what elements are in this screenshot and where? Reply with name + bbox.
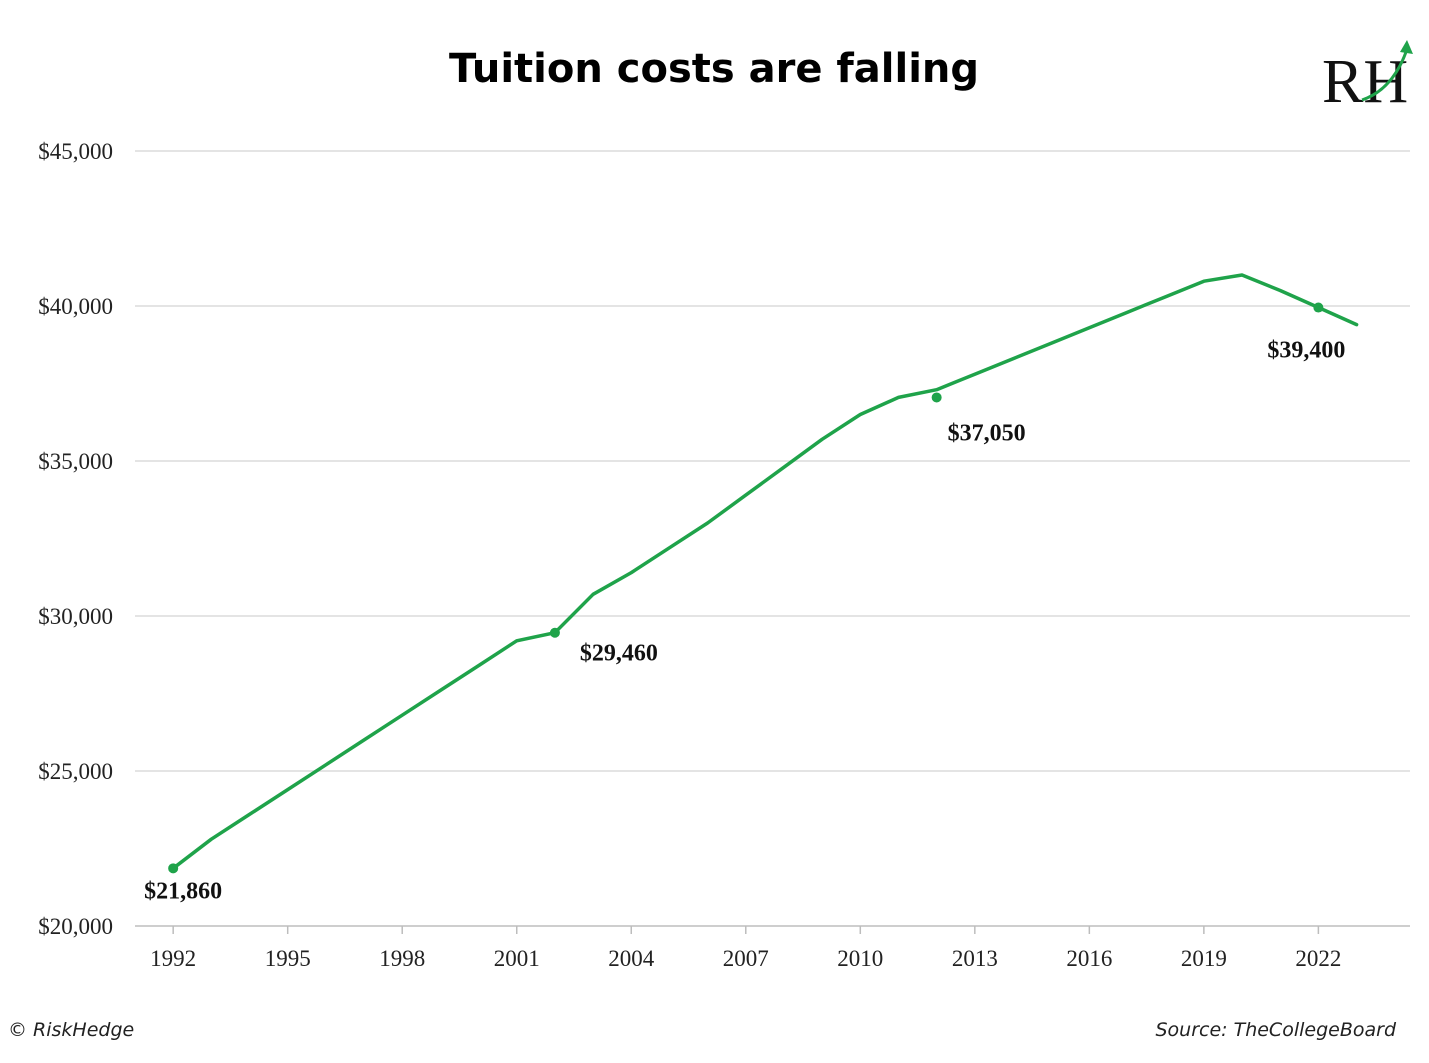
logo-text: RH xyxy=(1322,48,1408,116)
x-tick-label: 1992 xyxy=(150,946,196,971)
x-tick-label: 1998 xyxy=(379,946,425,971)
logo-arrow-icon xyxy=(1361,51,1408,102)
data-point xyxy=(1313,302,1324,313)
rh-logo: RH xyxy=(1322,40,1413,116)
data-label: $21,860 xyxy=(144,878,222,904)
x-tick-label: 2013 xyxy=(952,946,998,971)
y-tick-label: $20,000 xyxy=(38,914,113,939)
y-tick-label: $35,000 xyxy=(38,449,113,474)
data-label: $37,050 xyxy=(948,420,1026,446)
x-tick-label: 1995 xyxy=(265,946,311,971)
x-tick-label: 2010 xyxy=(837,946,883,971)
y-tick-label: $25,000 xyxy=(38,759,113,784)
x-tick-label: 2004 xyxy=(608,946,655,971)
data-label: $39,400 xyxy=(1267,338,1345,364)
x-tick-label: 2001 xyxy=(494,946,540,971)
series-layer xyxy=(168,273,1359,874)
x-axis: 1992 1995 1998 2001 2004 2007 2010 2013 2016 2019… xyxy=(135,925,1410,971)
y-tick-label: $40,000 xyxy=(38,294,113,319)
data-label: $29,460 xyxy=(580,641,658,667)
x-tick-label: 2019 xyxy=(1181,946,1227,971)
logo-arrowhead-icon xyxy=(1400,40,1413,54)
data-point xyxy=(168,863,179,874)
x-tick-label: 2007 xyxy=(723,946,769,971)
source-text: Source: TheCollegeBoard xyxy=(1155,1019,1396,1041)
grid-lines xyxy=(135,150,1410,772)
data-point xyxy=(931,392,942,403)
x-tick-label: 2022 xyxy=(1295,946,1341,971)
y-tick-label: $30,000 xyxy=(38,604,113,629)
x-tick-label: 2016 xyxy=(1066,946,1112,971)
credit-text: © RiskHedge xyxy=(8,1019,134,1041)
series-line xyxy=(171,273,1359,871)
data-labels: $21,860 $29,460 $37,050 $39,400 xyxy=(144,338,1345,905)
y-tick-label: $45,000 xyxy=(38,139,113,164)
chart-title: Tuition costs are falling xyxy=(449,46,979,92)
data-point xyxy=(549,627,560,638)
y-axis: $20,000 $25,000 $30,000 $35,000 $40,000 $45,0… xyxy=(38,139,113,939)
